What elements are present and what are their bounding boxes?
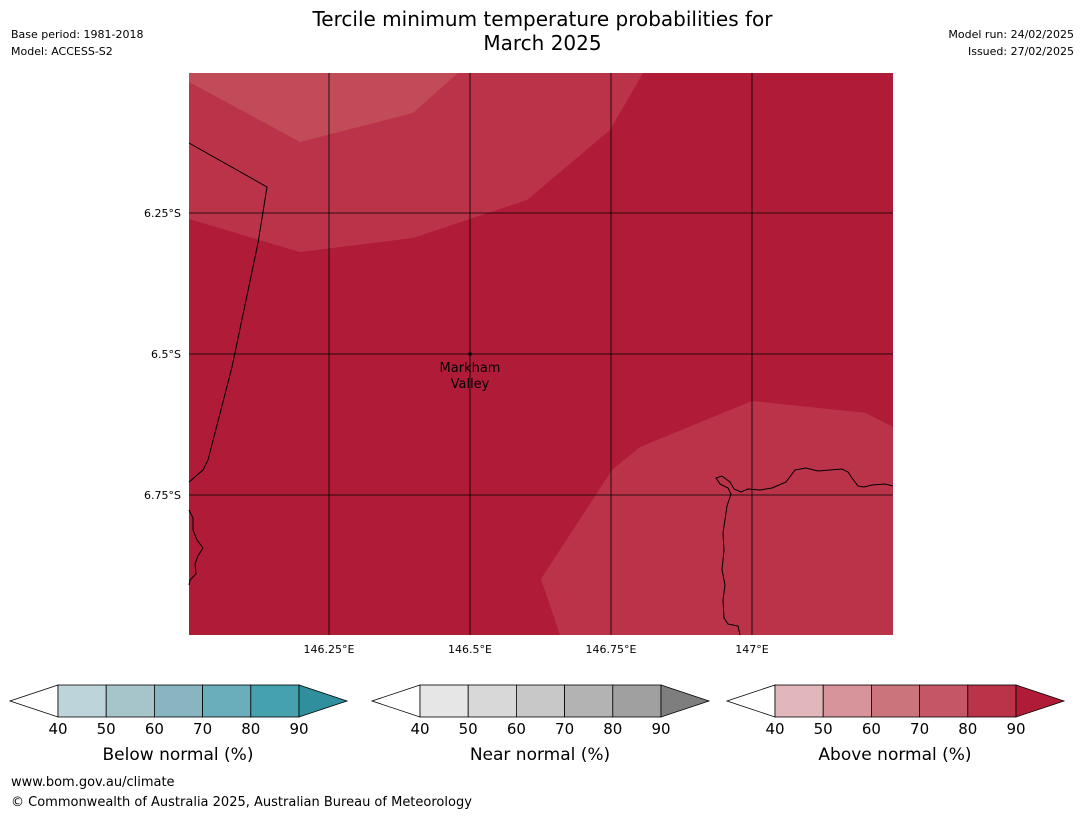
colorbar-label-above: Above normal (%) xyxy=(818,745,972,765)
place-label-line2: Valley xyxy=(451,377,490,392)
lon-label: 146.75°E xyxy=(586,643,637,656)
graticule xyxy=(189,73,893,635)
coastline-east xyxy=(715,467,894,636)
lat-label: 6.25°S xyxy=(144,207,181,220)
meta-left: Base period: 1981-2018 Model: ACCESS-S2 xyxy=(11,26,143,60)
model-name: Model: ACCESS-S2 xyxy=(11,45,113,58)
meta-right: Model run: 24/02/2025 Issued: 27/02/2025 xyxy=(948,26,1074,60)
lon-label: 146.5°E xyxy=(448,643,492,656)
border-line xyxy=(188,142,268,483)
colorbar-label-below: Below normal (%) xyxy=(102,745,254,765)
model-run: Model run: 24/02/2025 xyxy=(948,28,1074,41)
issued-date: Issued: 27/02/2025 xyxy=(967,45,1074,58)
lon-label: 146.25°E xyxy=(304,643,355,656)
footer-url: www.bom.gov.au/climate xyxy=(11,775,175,790)
place-label-line1: Markham xyxy=(440,361,501,376)
chart-title: Tercile minimum temperature probabilitie… xyxy=(0,7,1085,55)
title-line-1: Tercile minimum temperature probabilitie… xyxy=(312,7,773,31)
markham-valley-marker xyxy=(468,352,472,356)
base-period: Base period: 1981-2018 xyxy=(11,28,144,41)
map-region-above-70-north xyxy=(189,73,458,142)
title-line-2: March 2025 xyxy=(483,31,602,55)
lat-label: 6.5°S xyxy=(151,348,181,361)
coastline-west xyxy=(188,509,204,586)
colorbar-label-near: Near normal (%) xyxy=(469,745,611,765)
footer-copyright: © Commonwealth of Australia 2025, Austra… xyxy=(11,795,472,810)
lat-label: 6.75°S xyxy=(144,489,181,502)
map-region-above-80-southeast xyxy=(541,401,893,635)
lon-label: 147°E xyxy=(735,643,768,656)
